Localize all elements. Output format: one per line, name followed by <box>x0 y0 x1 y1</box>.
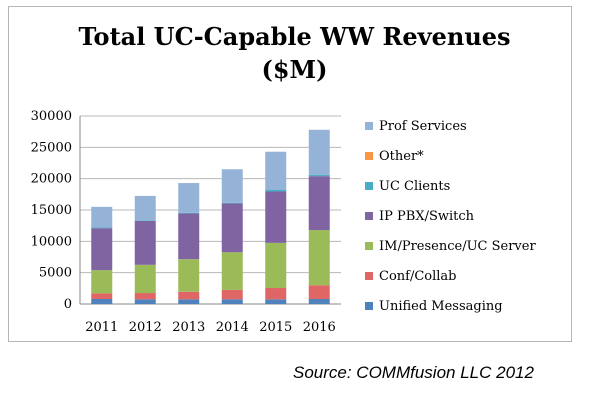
legend-label: Unified Messaging <box>379 299 503 314</box>
bar-segment <box>134 195 156 221</box>
chart-title: Total UC-Capable WW Revenues <box>78 22 511 51</box>
bar-segment <box>91 298 113 304</box>
bar-segment <box>178 291 200 300</box>
bar-segment <box>265 191 287 243</box>
y-tick-label: 10000 <box>31 234 72 249</box>
x-tick-label: 2015 <box>259 320 292 335</box>
x-tick-label: 2012 <box>129 320 162 335</box>
bar-segment <box>265 288 287 300</box>
legend-label: IM/Presence/UC Server <box>379 239 536 254</box>
bar-segment <box>265 189 287 192</box>
x-tick-label: 2014 <box>216 320 249 335</box>
bar-segment <box>221 289 243 300</box>
x-tick-label: 2013 <box>172 320 205 335</box>
bar-segment <box>221 252 243 290</box>
legend-swatch <box>365 152 373 160</box>
bar-segment <box>308 174 330 177</box>
legend-swatch <box>365 122 373 130</box>
bar-segment <box>221 202 243 204</box>
bar-segment <box>265 242 287 289</box>
bar-segment <box>308 285 330 299</box>
bar-segment <box>308 230 330 286</box>
bar-segment <box>91 228 113 271</box>
legend-label: IP PBX/Switch <box>379 209 475 224</box>
bar-segment <box>265 299 287 304</box>
bar-segment <box>178 299 200 304</box>
bar-segment <box>308 129 330 175</box>
legend-label: Conf/Collab <box>379 269 457 284</box>
legend-swatch <box>365 272 373 280</box>
bar-segment <box>178 213 200 260</box>
legend-swatch <box>365 212 373 220</box>
legend-swatch <box>365 302 373 310</box>
y-tick-label: 0 <box>64 297 72 312</box>
bar-segment <box>134 220 156 221</box>
bar-segment <box>178 259 200 292</box>
legend-label: Other* <box>379 149 424 164</box>
bar-segment <box>91 206 113 228</box>
bar-segment <box>221 169 243 203</box>
x-tick-label: 2011 <box>85 320 118 335</box>
bar-segment <box>91 293 113 299</box>
bar-segment <box>308 176 330 231</box>
legend-label: UC Clients <box>379 179 450 194</box>
bar-segment <box>91 227 113 229</box>
y-tick-label: 30000 <box>31 109 72 124</box>
legend-swatch <box>365 182 373 190</box>
x-tick-label: 2016 <box>303 320 336 335</box>
bar-segment <box>91 270 113 294</box>
bar-segment <box>134 293 156 300</box>
source-note: Source: COMMfusion LLC 2012 <box>293 363 534 382</box>
chart-title-unit: ($M) <box>261 55 328 84</box>
legend-label: Prof Services <box>379 119 467 134</box>
bar-segment <box>134 264 156 294</box>
bar-segment <box>134 299 156 304</box>
bar-segment <box>221 203 243 253</box>
bar-segment <box>221 299 243 304</box>
bar-segment <box>134 220 156 265</box>
y-tick-label: 15000 <box>31 203 72 218</box>
bar-segment <box>178 183 200 213</box>
bar-segment <box>178 212 200 214</box>
y-tick-label: 20000 <box>31 172 72 187</box>
bar-segment <box>265 151 287 190</box>
y-tick-label: 25000 <box>31 140 72 155</box>
legend-swatch <box>365 242 373 250</box>
bar-segment <box>308 298 330 304</box>
y-tick-label: 5000 <box>39 266 72 281</box>
